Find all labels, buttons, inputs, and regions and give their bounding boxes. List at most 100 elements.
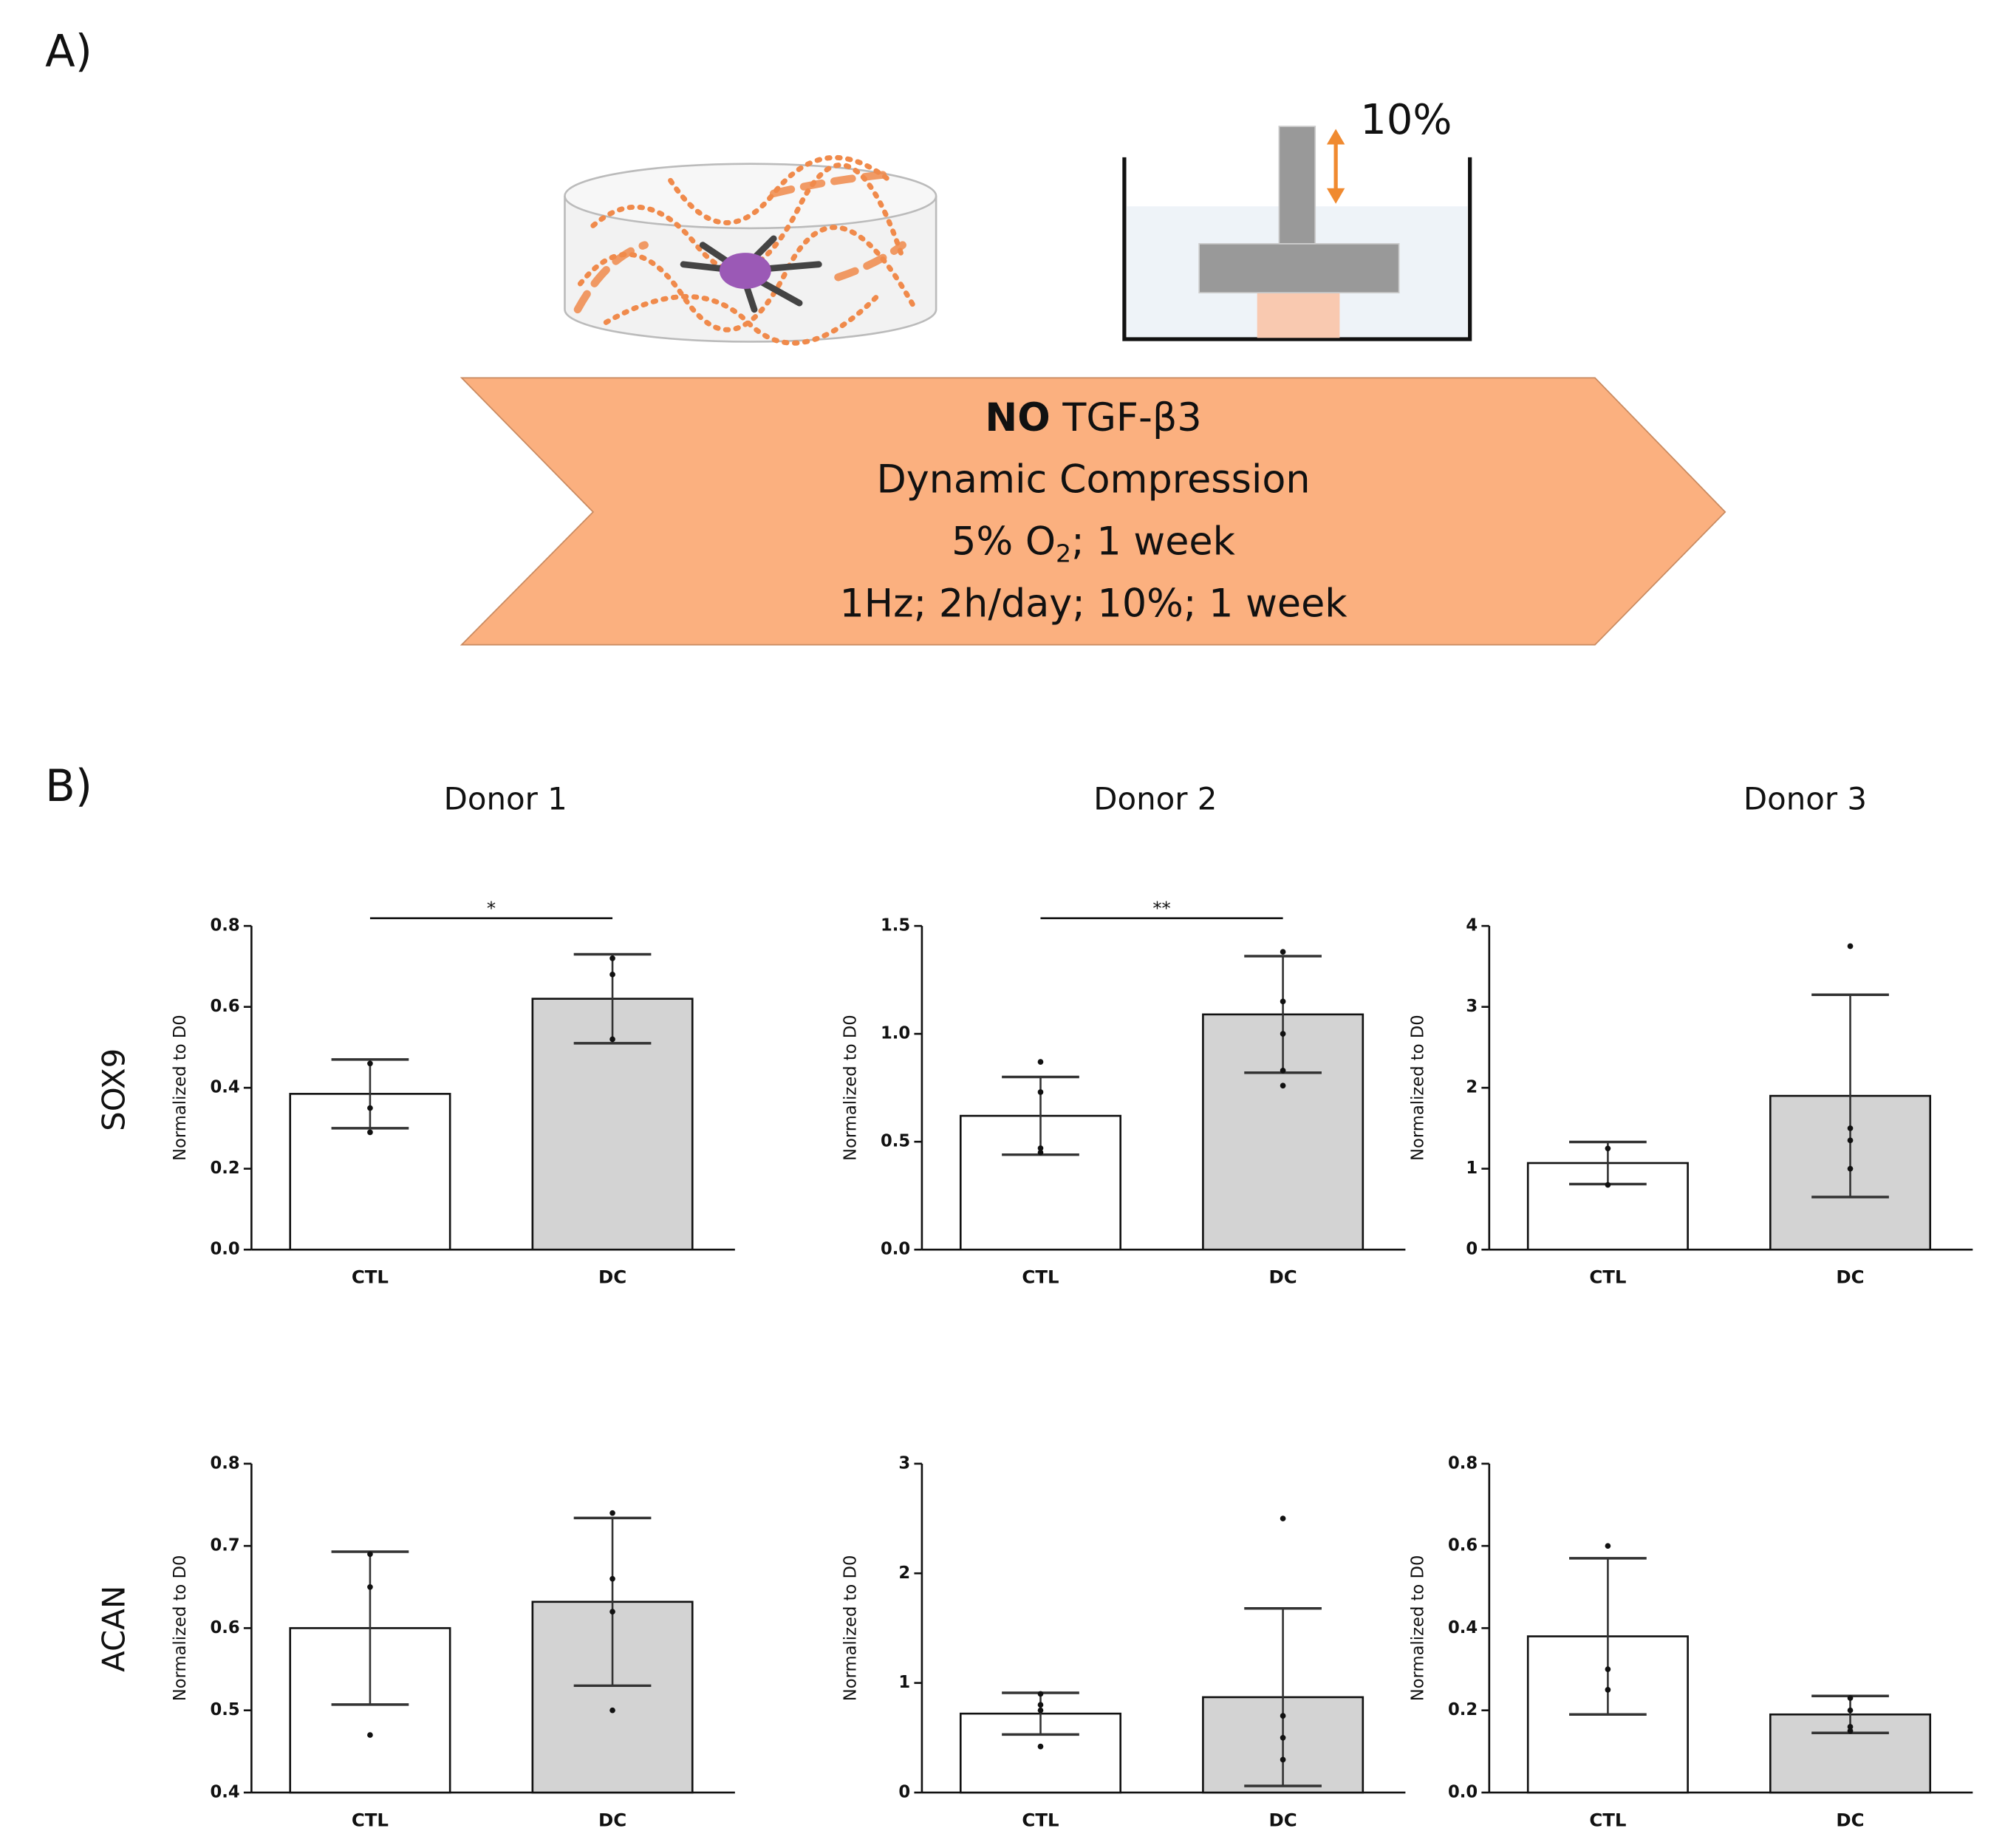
- data-point: [367, 1129, 373, 1136]
- y-tick-label: 1: [1466, 1159, 1478, 1178]
- data-point: [367, 1732, 373, 1738]
- arrow-text: 5% O: [952, 519, 1056, 565]
- data-point: [1847, 1165, 1854, 1172]
- y-tick-label: 2: [1466, 1078, 1478, 1097]
- data-point: [1847, 1728, 1854, 1734]
- arrow-text: ; 1 week: [1071, 519, 1235, 565]
- y-tick-label: 0.8: [1448, 1453, 1478, 1473]
- data-point: [1037, 1149, 1044, 1156]
- data-point: [609, 1036, 615, 1043]
- x-tick-label: DC: [1268, 1266, 1297, 1288]
- y-tick-label: 0.7: [210, 1536, 239, 1555]
- strain-label: 10%: [1360, 96, 1452, 144]
- y-tick-label: 0.4: [1448, 1618, 1478, 1637]
- y-tick-label: 0.0: [1448, 1782, 1478, 1801]
- data-point: [1847, 943, 1854, 949]
- y-tick-label: 4: [1466, 916, 1478, 935]
- hydrogel-illustration: [564, 154, 937, 346]
- y-tick-label: 0.2: [1448, 1700, 1478, 1719]
- data-point: [1037, 1691, 1044, 1697]
- panel-label: B): [45, 760, 92, 811]
- data-point: [1280, 1515, 1286, 1521]
- y-axis-label: Normalized to D0: [171, 1555, 190, 1702]
- y-tick-label: 0.6: [1448, 1536, 1478, 1555]
- y-tick-label: 0.8: [210, 1453, 239, 1473]
- significance-label: **: [1152, 897, 1170, 918]
- data-point: [1037, 1059, 1044, 1065]
- data-point: [1037, 1145, 1044, 1151]
- y-tick-label: 0.5: [881, 1132, 910, 1151]
- data-point: [609, 1609, 615, 1615]
- arrow-bold: NO: [985, 395, 1050, 440]
- y-tick-label: 0: [1466, 1240, 1478, 1259]
- data-point: [1847, 1724, 1854, 1730]
- y-tick-label: 0.4: [210, 1078, 239, 1097]
- y-tick-label: 0.0: [881, 1240, 910, 1259]
- y-tick-label: 3: [898, 1453, 910, 1473]
- arrow-subscript: 2: [1056, 539, 1071, 567]
- x-tick-label: CTL: [352, 1809, 389, 1830]
- column-title: Donor 1: [444, 780, 567, 816]
- y-tick-label: 0.6: [210, 1618, 239, 1637]
- y-axis-label: Normalized to D0: [841, 1015, 860, 1161]
- y-tick-label: 1.0: [881, 1024, 910, 1043]
- data-point: [1847, 1137, 1854, 1144]
- protocol-arrow: [460, 377, 1726, 646]
- y-axis-label: Normalized to D0: [841, 1555, 860, 1702]
- y-tick-label: 1: [898, 1673, 910, 1692]
- data-point: [1280, 1756, 1286, 1763]
- y-tick-label: 0.5: [210, 1700, 239, 1719]
- significance-label: *: [487, 897, 496, 918]
- data-point: [1280, 1713, 1286, 1719]
- data-point: [1605, 1543, 1611, 1549]
- y-tick-label: 3: [1466, 997, 1478, 1016]
- arrow-line: 1Hz; 2h/day; 10%; 1 week: [839, 581, 1348, 626]
- data-point: [609, 1510, 615, 1516]
- x-tick-label: DC: [598, 1809, 626, 1830]
- y-tick-label: 0.8: [210, 916, 239, 935]
- data-point: [1037, 1707, 1044, 1714]
- panel-label: A): [45, 25, 92, 76]
- data-point: [367, 1583, 373, 1590]
- y-axis-label: Normalized to D0: [171, 1015, 190, 1161]
- column-title: Donor 3: [1743, 780, 1867, 816]
- data-point: [1605, 1182, 1611, 1188]
- y-axis-label: Normalized to D0: [1408, 1015, 1427, 1161]
- data-point: [1847, 1695, 1854, 1701]
- y-tick-label: 2: [898, 1564, 910, 1583]
- data-point: [1037, 1702, 1044, 1708]
- x-tick-label: CTL: [1589, 1809, 1626, 1830]
- y-axis-label: Normalized to D0: [1408, 1555, 1427, 1702]
- data-point: [1037, 1743, 1044, 1750]
- arrow-text: TGF-β3: [1051, 395, 1202, 440]
- arrow-line: NO TGF-β3: [985, 395, 1201, 440]
- y-tick-label: 0: [898, 1782, 910, 1801]
- y-tick-label: 1.5: [881, 916, 910, 935]
- x-tick-label: CTL: [1589, 1266, 1626, 1288]
- data-point: [367, 1105, 373, 1111]
- compression-illustration: [1122, 126, 1472, 341]
- row-label: ACAN: [96, 1586, 132, 1672]
- y-tick-label: 0.2: [210, 1159, 239, 1178]
- row-label: SOX9: [96, 1049, 132, 1131]
- data-point: [1605, 1145, 1611, 1152]
- data-point: [1280, 998, 1286, 1005]
- y-tick-label: 0.6: [210, 997, 239, 1016]
- y-tick-label: 0.0: [210, 1240, 239, 1259]
- data-point: [1280, 1067, 1286, 1074]
- data-point: [609, 971, 615, 978]
- data-point: [1847, 1125, 1854, 1131]
- data-point: [1605, 1666, 1611, 1672]
- x-tick-label: DC: [1268, 1809, 1297, 1830]
- x-tick-label: DC: [1836, 1809, 1864, 1830]
- arrow-line: 5% O2; 1 week: [952, 519, 1235, 567]
- data-point: [1605, 1687, 1611, 1693]
- data-point: [1280, 1082, 1286, 1089]
- data-point: [609, 1707, 615, 1714]
- data-point: [367, 1551, 373, 1558]
- x-tick-label: CTL: [352, 1266, 389, 1288]
- y-tick-label: 0.4: [210, 1782, 239, 1801]
- arrow-line: Dynamic Compression: [876, 457, 1310, 502]
- x-tick-label: DC: [598, 1266, 626, 1288]
